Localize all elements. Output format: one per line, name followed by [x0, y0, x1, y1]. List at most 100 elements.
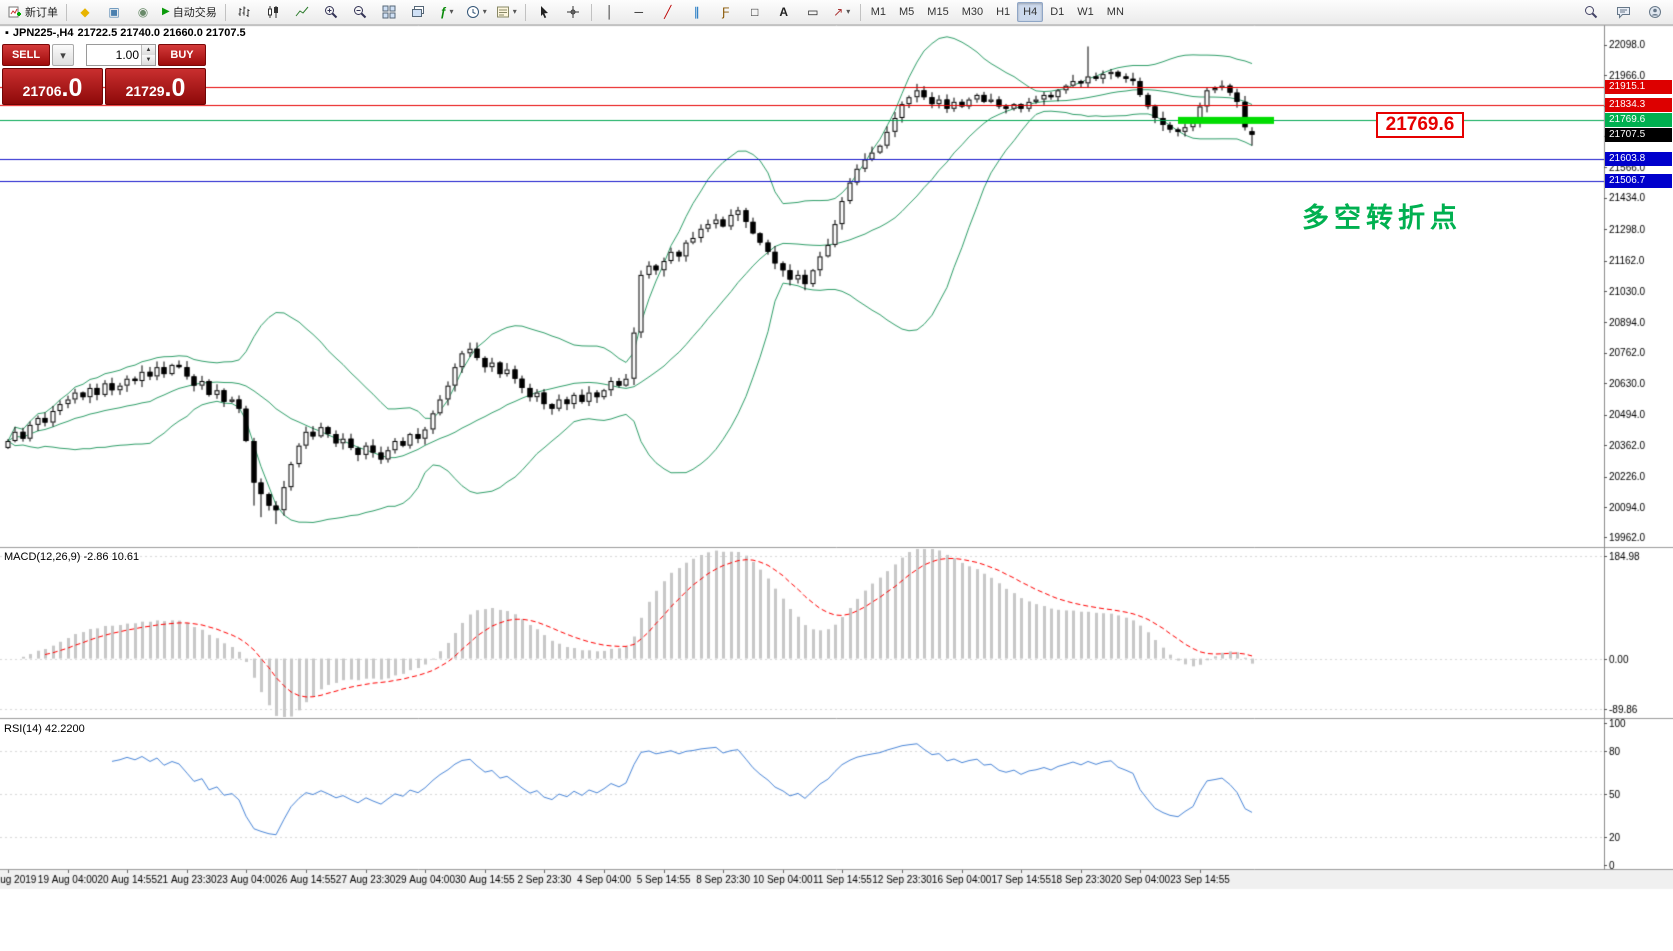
chat-bubble-icon — [1616, 7, 1630, 19]
fibonacci-icon: Ƒ — [722, 5, 730, 19]
price-line-tag[interactable]: 21769.6 — [1605, 113, 1672, 127]
timeframe-button-M30[interactable]: M30 — [961, 6, 984, 18]
chevron-down-icon: ▾ — [512, 7, 517, 16]
new-order-icon — [8, 6, 21, 18]
cascade-windows-button[interactable] — [404, 1, 432, 23]
period-button[interactable]: ▾ — [462, 1, 491, 23]
horizontal-line-tool-button[interactable]: ─ — [625, 1, 653, 23]
zoom-out-icon — [353, 6, 366, 19]
indicators-icon: ƒ — [439, 5, 447, 19]
timeframe-button-MN[interactable]: MN — [1106, 6, 1124, 18]
buy-price-button[interactable]: 21729.0 — [105, 68, 206, 105]
sell-price-frac: .0 — [61, 74, 83, 102]
cascade-windows-icon — [411, 6, 424, 17]
price-line-tag[interactable]: 21834.3 — [1605, 98, 1672, 112]
community-button[interactable] — [1641, 1, 1669, 23]
search-icon — [1585, 6, 1598, 19]
current-price-tag: 21707.5 — [1605, 128, 1672, 142]
market-icon: ▣ — [108, 5, 120, 19]
trade-panel-spacer — [76, 44, 84, 66]
bar-chart-button[interactable] — [230, 1, 258, 23]
metaeditor-icon: ◆ — [80, 5, 90, 19]
template-icon — [496, 6, 509, 18]
lot-decrease-button[interactable]: ▼ — [142, 55, 155, 65]
line-chart-button[interactable] — [288, 1, 316, 23]
lot-size-control: ▲ ▼ — [86, 44, 156, 66]
tile-windows-button[interactable] — [375, 1, 403, 23]
zoom-in-button[interactable] — [317, 1, 345, 23]
price-line-tag[interactable]: 21915.1 — [1605, 80, 1672, 94]
fibonacci-tool-button[interactable]: Ƒ — [712, 1, 740, 23]
toolbar-separator — [224, 3, 226, 21]
arrows-tool-button[interactable]: ↗ ▾ — [828, 1, 856, 23]
chart-symbol-line: ▪ JPN225-,H4 21722.5 21740.0 21660.0 217… — [5, 27, 246, 39]
new-order-button[interactable]: 新订单 — [4, 1, 62, 23]
timeframe-button-M5[interactable]: M5 — [899, 6, 915, 18]
cursor-button[interactable] — [530, 1, 558, 23]
sell-price-button[interactable]: 21706.0 — [2, 68, 103, 105]
main-chart-region[interactable] — [0, 25, 1604, 547]
indicators-button[interactable]: ƒ ▾ — [433, 1, 461, 23]
signals-icon: ◉ — [137, 5, 149, 19]
trendline-icon: ╱ — [664, 5, 672, 19]
clock-icon — [466, 6, 479, 18]
arrow-tool-icon: ↗ — [833, 5, 844, 19]
price-line-tag[interactable]: 21506.7 — [1605, 174, 1672, 188]
timeframe-button-D1[interactable]: D1 — [1050, 6, 1065, 18]
tile-windows-icon — [382, 5, 396, 19]
horizontal-line-icon: ─ — [634, 5, 643, 19]
shapes-tool-button[interactable]: □ — [741, 1, 769, 23]
label-tool-button[interactable]: ▭ — [799, 1, 827, 23]
community-icon — [1649, 6, 1661, 18]
market-button[interactable]: ▣ — [100, 1, 128, 23]
rsi-panel-region[interactable] — [0, 720, 1604, 869]
toolbar-right-icons — [1577, 1, 1669, 23]
lot-size-input[interactable] — [87, 45, 141, 65]
text-tool-button[interactable]: A — [770, 1, 798, 23]
toolbar-separator — [590, 3, 592, 21]
macd-panel-region[interactable] — [0, 549, 1604, 718]
buy-price-main: 21729 — [125, 83, 165, 99]
chevron-down-icon: ▾ — [846, 7, 851, 16]
toolbar-separator — [524, 3, 526, 21]
main-toolbar: 新订单 ◆ ▣ ◉ ▶ 自动交易 — [0, 0, 1673, 25]
signals-button[interactable]: ◉ — [129, 1, 157, 23]
chat-button[interactable] — [1609, 1, 1637, 23]
chevron-down-icon: ▾ — [60, 49, 66, 62]
candlestick-chart-button[interactable] — [259, 1, 287, 23]
timeframe-button-H1[interactable]: H1 — [996, 6, 1011, 18]
symbol-marker-icon: ▪ — [5, 27, 9, 39]
timeframe-button-W1[interactable]: W1 — [1077, 6, 1094, 18]
search-button[interactable] — [1577, 1, 1605, 23]
chevron-down-icon: ▾ — [449, 7, 454, 16]
channel-tool-button[interactable]: ∥ — [683, 1, 711, 23]
vertical-line-tool-button[interactable]: │ — [596, 1, 624, 23]
buy-button[interactable]: BUY — [158, 44, 206, 66]
zoom-out-button[interactable] — [346, 1, 374, 23]
timeframe-button-H4[interactable]: H4 — [1017, 2, 1044, 22]
turning-point-annotation: 多空转折点 — [1302, 203, 1462, 233]
lot-spinner: ▲ ▼ — [141, 45, 155, 65]
line-chart-icon — [295, 6, 309, 17]
vertical-line-icon: │ — [605, 5, 614, 19]
sell-button[interactable]: SELL — [2, 44, 50, 66]
timeframe-group: M1 M5 M15 M30 H1 H4 D1 W1 MN — [865, 2, 1130, 22]
chevron-down-icon: ▾ — [482, 7, 487, 16]
metaeditor-button[interactable]: ◆ — [71, 1, 99, 23]
auto-trading-button[interactable]: ▶ 自动交易 — [158, 1, 221, 23]
bar-chart-icon — [238, 6, 250, 17]
crosshair-icon — [566, 6, 579, 18]
timeframe-button-M1[interactable]: M1 — [870, 6, 887, 18]
toolbar-separator — [66, 3, 67, 21]
price-line-tag[interactable]: 21603.8 — [1605, 152, 1672, 166]
time-axis-region[interactable] — [0, 870, 1673, 889]
timeframe-button-M15[interactable]: M15 — [927, 6, 949, 18]
auto-trading-label: 自动交易 — [172, 7, 217, 19]
templates-button[interactable]: ▾ — [492, 1, 521, 23]
lot-increase-button[interactable]: ▲ — [142, 45, 155, 55]
crosshair-button[interactable] — [559, 1, 587, 23]
trade-options-dropdown[interactable]: ▾ — [52, 44, 74, 66]
trendline-tool-button[interactable]: ╱ — [654, 1, 682, 23]
